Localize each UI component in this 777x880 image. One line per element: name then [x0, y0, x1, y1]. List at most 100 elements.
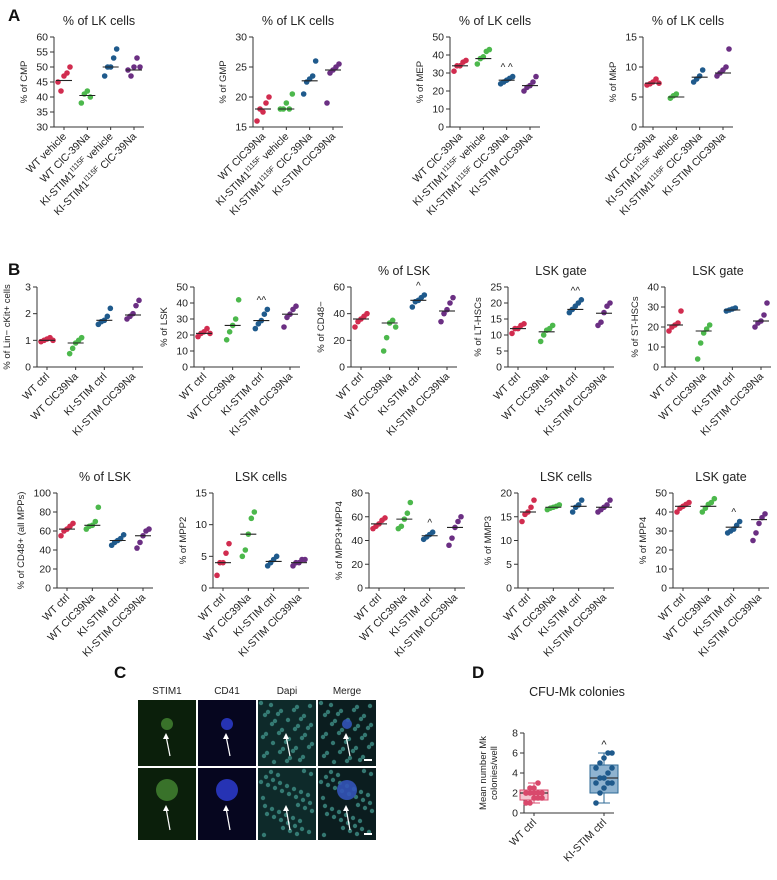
nucleus: [369, 808, 375, 814]
nucleus: [320, 734, 326, 740]
nucleus: [321, 753, 327, 759]
nucleus: [305, 725, 311, 731]
data-point: [130, 310, 136, 317]
nucleus: [298, 716, 304, 722]
nucleus: [365, 725, 371, 731]
nucleus: [318, 700, 324, 706]
data-point: [533, 73, 539, 80]
nucleus: [357, 818, 363, 824]
y-tick-label: 0: [182, 362, 188, 374]
data-point: [486, 46, 493, 53]
data-point: [232, 316, 239, 322]
data-point: [446, 542, 452, 549]
y-tick-label: 30: [647, 302, 659, 314]
y-tick-label: 8: [512, 728, 518, 740]
data-point: [753, 530, 759, 536]
data-point: [756, 520, 762, 527]
micro-column-label: Dapi: [277, 686, 298, 697]
cell-signal: [337, 780, 357, 800]
data-point: [92, 518, 99, 525]
arrow-head: [223, 733, 229, 739]
data-point: [58, 88, 64, 94]
y-tick-label: 40: [351, 535, 363, 547]
data-point: [578, 297, 585, 303]
data-point: [248, 515, 255, 522]
data-point: [336, 61, 342, 67]
data-point: [697, 340, 704, 346]
data-point: [527, 800, 533, 806]
data-point: [750, 537, 756, 544]
data-point: [463, 57, 469, 64]
data-point: [531, 790, 537, 796]
data-point: [226, 329, 233, 335]
data-point: [352, 324, 358, 330]
data-point: [273, 553, 280, 560]
y-tick-label: 40: [647, 282, 659, 294]
y-axis-label: % of MEP: [415, 61, 426, 103]
nucleus: [329, 806, 335, 812]
data-point: [263, 100, 269, 106]
data-point: [110, 55, 117, 61]
nucleus: [293, 745, 299, 751]
panel-label-a: A: [8, 6, 21, 25]
y-tick-label: 55: [36, 47, 48, 59]
significance-mark: ^: [601, 739, 607, 751]
data-point: [593, 780, 599, 786]
nucleus: [290, 748, 296, 754]
y-tick-label: 10: [647, 342, 659, 354]
data-point: [607, 300, 613, 306]
nucleus: [269, 721, 275, 727]
y-axis-label: % of CD48−: [316, 301, 327, 353]
data-point: [451, 68, 457, 74]
nucleus: [322, 712, 328, 718]
nucleus: [309, 808, 315, 814]
nucleus: [291, 786, 297, 792]
chart-title: % of LK cells: [63, 14, 135, 28]
y-tick-label: 20: [351, 559, 363, 571]
data-point: [95, 504, 102, 511]
nucleus: [367, 800, 373, 806]
nucleus: [308, 722, 314, 728]
data-point: [382, 515, 388, 521]
nucleus: [338, 817, 344, 823]
nucleus: [260, 795, 266, 801]
data-point: [723, 64, 729, 70]
y-tick-label: 20: [655, 545, 667, 557]
micro-image: [198, 700, 256, 766]
y-tick-label: 5: [506, 559, 512, 571]
data-point: [113, 46, 120, 52]
data-point: [675, 320, 681, 326]
data-point: [736, 518, 743, 525]
y-tick-label: 20: [333, 335, 345, 347]
y-tick-label: 25: [490, 282, 502, 294]
data-point: [601, 775, 607, 781]
nucleus: [329, 721, 335, 727]
data-point: [700, 330, 707, 336]
nucleus: [309, 741, 315, 747]
chart-d1: CFU-Mk colonies 0 2 4 6 8 Mean number Mk coloni…: [478, 685, 625, 864]
nucleus: [358, 716, 364, 722]
y-tick-label: 0: [438, 122, 444, 134]
nucleus: [269, 806, 275, 812]
y-tick-label: 25: [235, 62, 247, 74]
significance-mark: ^^: [257, 295, 267, 306]
nucleus: [352, 823, 358, 829]
data-point: [134, 55, 140, 61]
data-point: [673, 91, 680, 97]
data-point: [601, 309, 607, 316]
data-point: [226, 540, 232, 547]
nucleus: [290, 815, 296, 821]
data-point: [706, 322, 713, 328]
data-point: [527, 785, 533, 791]
data-point: [598, 319, 604, 326]
y-axis-label: % of ST-HSCs: [630, 296, 641, 357]
nucleus: [323, 774, 329, 780]
data-point: [409, 304, 416, 310]
data-point: [251, 509, 258, 515]
data-point: [324, 100, 330, 106]
nucleus: [360, 797, 366, 803]
